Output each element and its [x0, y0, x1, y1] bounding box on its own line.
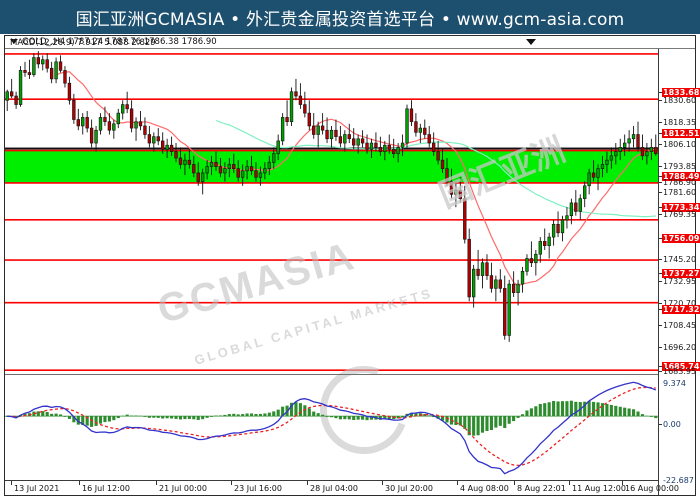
price-tick: [659, 371, 662, 372]
time-tick: [156, 481, 157, 485]
macd-pane[interactable]: [5, 374, 658, 481]
price-tick-label: 1830.60: [663, 96, 697, 105]
price-tick-label: 1708.45: [663, 321, 697, 330]
time-tick-label: 13 Jul 2021: [14, 484, 60, 493]
price-level-chip[interactable]: 1756.09: [662, 234, 700, 243]
time-tick: [231, 481, 232, 485]
time-tick-label: 30 Jul 20:00: [385, 484, 433, 493]
price-tick-label: 1683.95: [663, 367, 697, 376]
time-tick-label: 11 Aug 12:00: [572, 484, 626, 493]
price-tick-label: 1745.20: [663, 255, 697, 264]
price-tick-label: 1786.90: [663, 178, 697, 187]
price-tick: [659, 182, 662, 183]
chart-collapse-caret-icon[interactable]: [526, 39, 536, 45]
price-tick-label: 1720.70: [663, 299, 697, 308]
price-tick: [659, 92, 662, 93]
time-tick: [514, 481, 515, 485]
price-tick-label: 1696.20: [663, 343, 697, 352]
macd-plot-svg: [5, 381, 658, 475]
price-level-chip[interactable]: 1737.27: [662, 269, 700, 278]
price-tick: [659, 325, 662, 326]
time-tick-label: 23 Jul 16:00: [234, 484, 282, 493]
price-tick: [659, 347, 662, 348]
price-tick: [659, 144, 662, 145]
time-tick-label: 8 Aug 22:01: [517, 484, 566, 493]
macd-tick-label: 0.00: [663, 420, 681, 429]
price-tick-label: 1732.95: [663, 277, 697, 286]
price-tick: [659, 176, 662, 177]
time-axis: 13 Jul 2021 16 Jul 12:00 21 Jul 00:00 23 Ju…: [5, 480, 679, 496]
price-tick: [659, 100, 662, 101]
price-tick-label: 1769.35: [663, 210, 697, 219]
price-level-chip[interactable]: 1685.74: [662, 362, 700, 371]
time-tick: [307, 481, 308, 485]
chevron-down-icon[interactable]: [10, 39, 18, 44]
chart-frame: GOLD_,H4 1787.24 1787.76 1786.38 1786.90…: [4, 35, 700, 496]
time-tick: [457, 481, 458, 485]
macd-tick: [659, 424, 662, 425]
price-tick: [659, 273, 662, 274]
macd-tick-label: 9.374: [663, 379, 686, 388]
price-level-chip[interactable]: 1812.51: [662, 129, 700, 138]
symbol-info-bar[interactable]: GOLD_,H4 1787.24 1787.76 1786.38 1786.90: [5, 36, 695, 49]
price-tick: [659, 122, 662, 123]
macd-indicator-label: MACD(12.26.9) 7.917 5.088 2.829: [10, 38, 156, 48]
macd-tick-label: -22.687: [663, 476, 694, 485]
price-tick: [659, 303, 662, 304]
price-plot-svg: [5, 51, 658, 371]
brand-banner: 国汇亚洲GCMASIA • 外汇贵金属投资首选平台 • www.gcm-asia…: [0, 0, 700, 34]
price-tick: [659, 166, 662, 167]
price-tick: [659, 214, 662, 215]
time-tick: [622, 481, 623, 485]
price-tick: [659, 207, 662, 208]
time-tick: [79, 481, 80, 485]
price-tick: [659, 309, 662, 310]
price-tick: [659, 133, 662, 134]
time-tick: [569, 481, 570, 485]
brand-banner-text: 国汇亚洲GCMASIA • 外汇贵金属投资首选平台 • www.gcm-asia…: [75, 9, 625, 30]
time-tick-label: 28 Jul 04:00: [310, 484, 358, 493]
price-tick-label: 1781.60: [663, 188, 697, 197]
price-level-chip[interactable]: 1773.34: [662, 203, 700, 212]
price-tick: [659, 366, 662, 367]
price-pane[interactable]: [5, 49, 658, 374]
price-tick-label: 1806.10: [663, 140, 697, 149]
price-tick: [659, 259, 662, 260]
price-tick: [659, 238, 662, 239]
time-tick: [11, 481, 12, 485]
symbol-ohlc-label: GOLD_,H4 1787.24 1787.76 1786.38 1786.90: [22, 37, 217, 47]
price-tick-label: 1793.85: [663, 162, 697, 171]
time-tick-label: 16 Aug 00:00: [625, 484, 679, 493]
price-axis[interactable]: 1833.68 1830.60 1818.35 1812.51 1806.10 1793.…: [658, 49, 700, 495]
time-tick-label: 4 Aug 08:00: [460, 484, 509, 493]
price-level-chip[interactable]: 1717.32: [662, 305, 700, 314]
price-tick: [659, 281, 662, 282]
time-tick-label: 21 Jul 00:00: [159, 484, 207, 493]
price-tick: [659, 192, 662, 193]
price-level-chip[interactable]: 1788.49: [662, 172, 700, 181]
price-level-chip[interactable]: 1833.68: [662, 88, 700, 97]
time-tick-label: 16 Jul 12:00: [82, 484, 130, 493]
price-tick-label: 1818.35: [663, 118, 697, 127]
time-tick: [382, 481, 383, 485]
